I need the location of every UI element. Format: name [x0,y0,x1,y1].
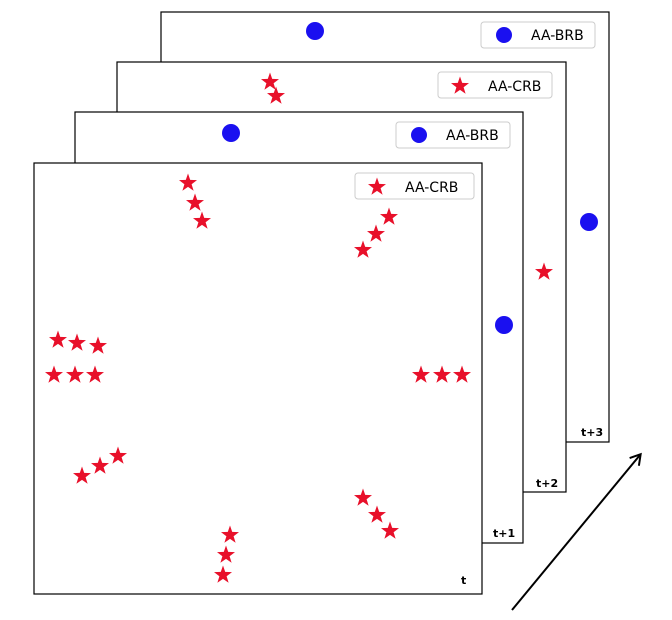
legend-box [354,172,475,200]
legend-circle-icon [496,27,512,43]
legend-box [437,71,553,99]
legend-circle-icon [411,127,427,143]
legend: AA-CRB [354,172,475,200]
frame-label: t+1 [493,527,515,540]
legend: AA-BRB [480,21,596,49]
frame-label: t [461,574,466,587]
brb-marker [306,22,324,40]
legend-label: AA-BRB [531,28,584,44]
frame-label: t+3 [581,426,603,439]
frame-t: AA-CRB t [33,162,483,595]
brb-marker [580,213,598,231]
brb-marker [222,124,240,142]
legend-label: AA-BRB [446,128,499,144]
legend-label: AA-CRB [405,180,458,196]
frame-border [33,162,483,595]
legend-label: AA-CRB [488,79,541,95]
legend-box [395,121,511,149]
brb-marker [495,316,513,334]
frame-label: t+2 [536,477,558,490]
legend: AA-CRB [437,71,553,99]
arrow-up-right-icon [511,452,642,611]
legend-box [480,21,596,49]
legend: AA-BRB [395,121,511,149]
